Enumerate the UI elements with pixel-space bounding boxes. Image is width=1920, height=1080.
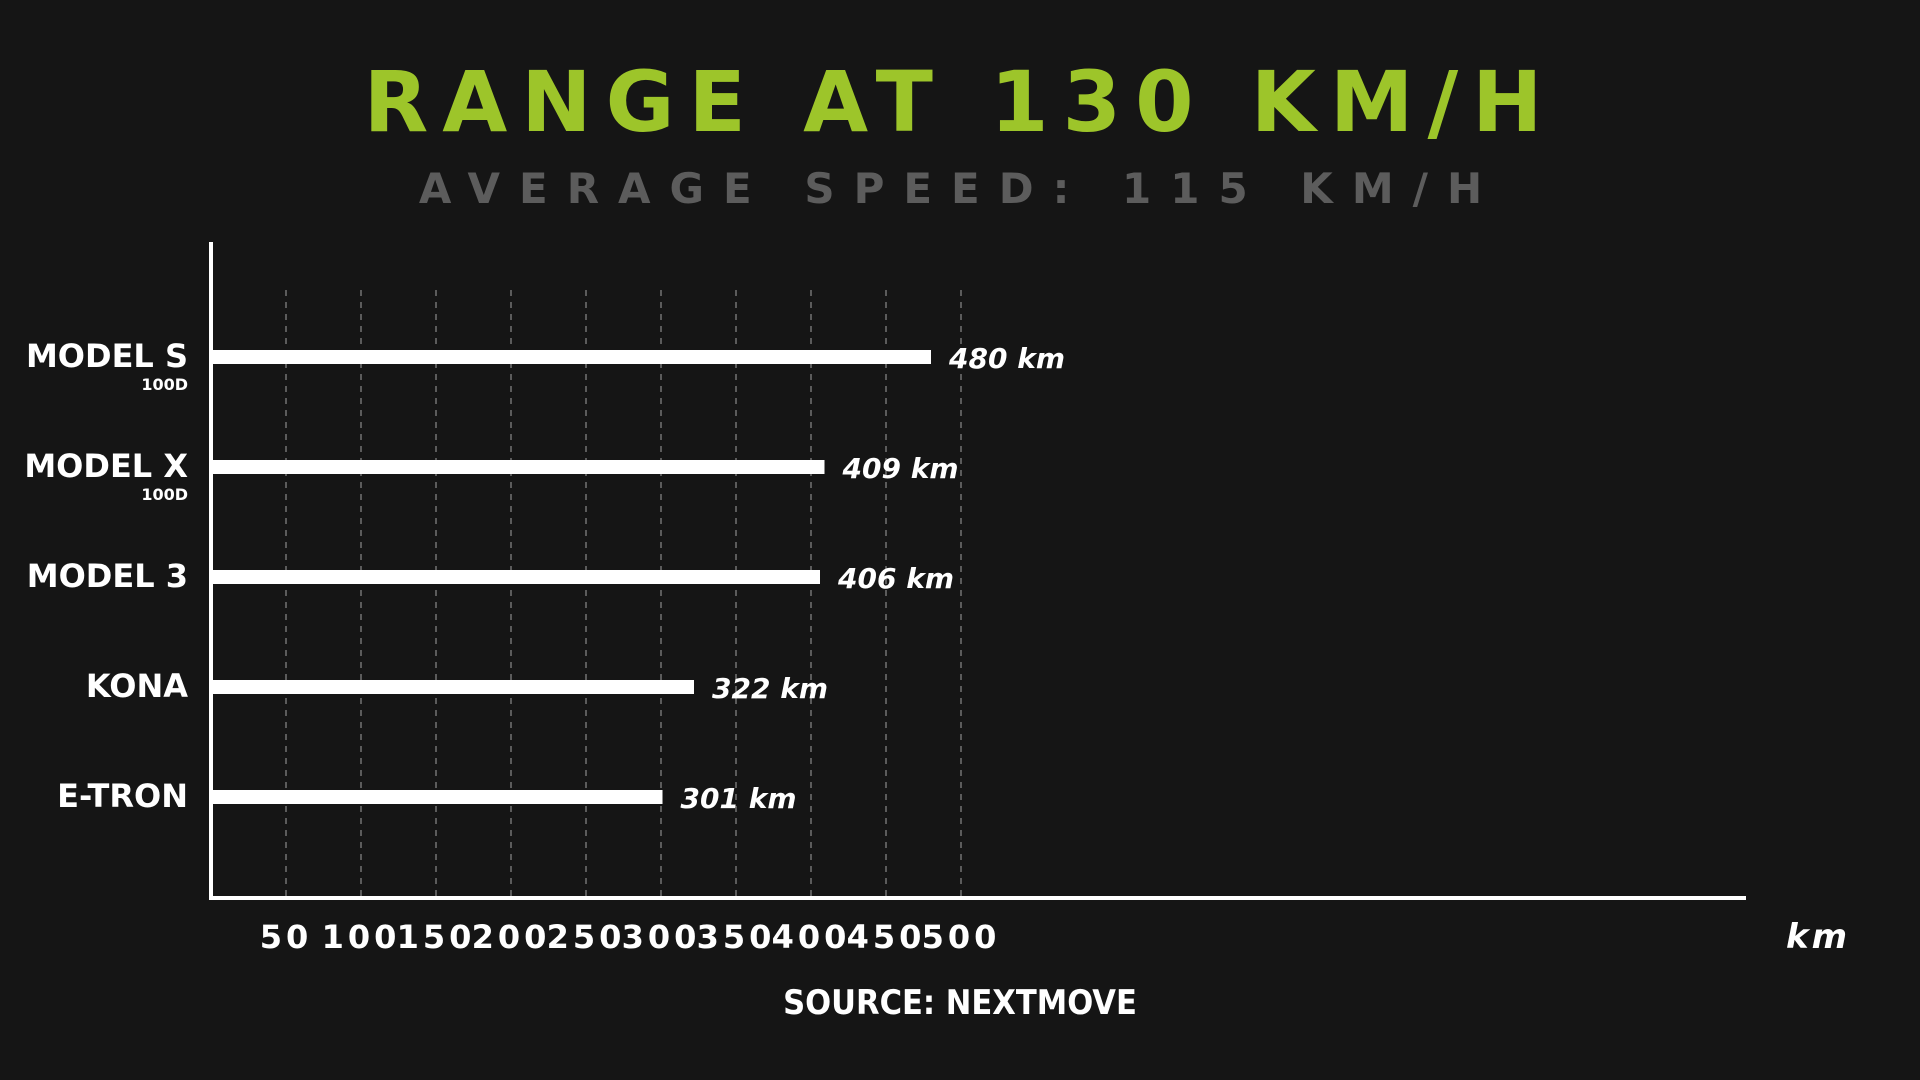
category-label: KONA: [86, 667, 188, 705]
category-label: MODEL X: [24, 447, 188, 485]
x-tick-label: 450: [847, 918, 926, 956]
category-label: E-TRON: [57, 777, 188, 815]
value-label: 480 km: [948, 342, 1065, 375]
x-tick-label: 50: [260, 918, 313, 956]
x-tick-label: 500: [922, 918, 1001, 956]
category-label: MODEL 3: [27, 557, 188, 595]
category-label: MODEL S: [26, 337, 188, 375]
bar: [211, 790, 663, 804]
chart-title: RANGE AT 130 KM/H: [363, 53, 1557, 151]
value-label: 409 km: [842, 452, 959, 485]
bar: [211, 570, 820, 584]
source-note: SOURCE: NEXTMOVE: [783, 983, 1137, 1023]
x-tick-label: 250: [547, 918, 626, 956]
value-label: 406 km: [837, 562, 954, 595]
bar: [211, 680, 694, 694]
x-tick-label: 100: [322, 918, 401, 956]
bar: [211, 350, 931, 364]
chart-subtitle: AVERAGE SPEED: 115 KM/H: [418, 164, 1502, 213]
value-label: 301 km: [681, 782, 797, 815]
category-sublabel: 100D: [141, 375, 188, 394]
bar: [211, 460, 825, 474]
x-tick-label: 150: [397, 918, 476, 956]
x-tick-label: 200: [472, 918, 551, 956]
x-tick-label: 300: [622, 918, 701, 956]
x-tick-label: 350: [697, 918, 776, 956]
x-tick-label: 400: [772, 918, 851, 956]
category-sublabel: 100D: [141, 485, 188, 504]
value-label: 322 km: [712, 672, 828, 705]
x-axis-label: km: [1786, 917, 1850, 957]
